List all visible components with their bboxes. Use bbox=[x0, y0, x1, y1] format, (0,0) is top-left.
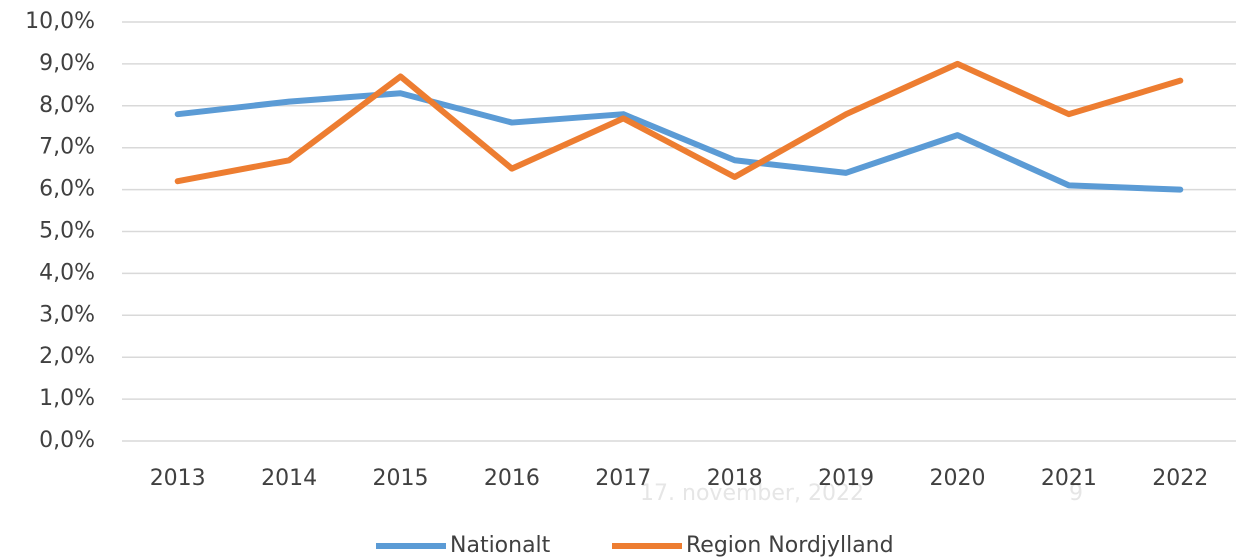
x-tick-label: 2016 bbox=[484, 466, 540, 491]
x-tick-label: 2019 bbox=[818, 466, 874, 491]
legend-label: Region Nordjylland bbox=[686, 533, 894, 558]
y-tick-label: 4,0% bbox=[39, 260, 95, 285]
series-line bbox=[174, 60, 1184, 185]
y-tick-label: 3,0% bbox=[39, 302, 95, 327]
y-tick-label: 7,0% bbox=[39, 135, 95, 160]
x-tick-label: 2015 bbox=[373, 466, 429, 491]
y-tick-label: 10,0% bbox=[25, 9, 95, 34]
y-tick-label: 6,0% bbox=[39, 177, 95, 202]
y-tick-label: 8,0% bbox=[39, 93, 95, 118]
series-line bbox=[174, 90, 1184, 193]
x-tick-label: 2013 bbox=[150, 466, 206, 491]
x-tick-label: 2017 bbox=[595, 466, 651, 491]
legend-label: Nationalt bbox=[450, 533, 551, 558]
x-tick-label: 2021 bbox=[1041, 466, 1097, 491]
footer-date: 17. november, 2022 bbox=[640, 481, 864, 506]
y-tick-label: 2,0% bbox=[39, 344, 95, 369]
y-tick-label: 0,0% bbox=[39, 428, 95, 453]
x-tick-label: 2022 bbox=[1152, 466, 1208, 491]
x-tick-label: 2018 bbox=[707, 466, 763, 491]
y-tick-label: 5,0% bbox=[39, 219, 95, 244]
x-tick-label: 2014 bbox=[261, 466, 317, 491]
page-number: 9 bbox=[1069, 481, 1083, 506]
y-tick-label: 9,0% bbox=[39, 51, 95, 76]
y-tick-label: 1,0% bbox=[39, 386, 95, 411]
x-tick-label: 2020 bbox=[930, 466, 986, 491]
